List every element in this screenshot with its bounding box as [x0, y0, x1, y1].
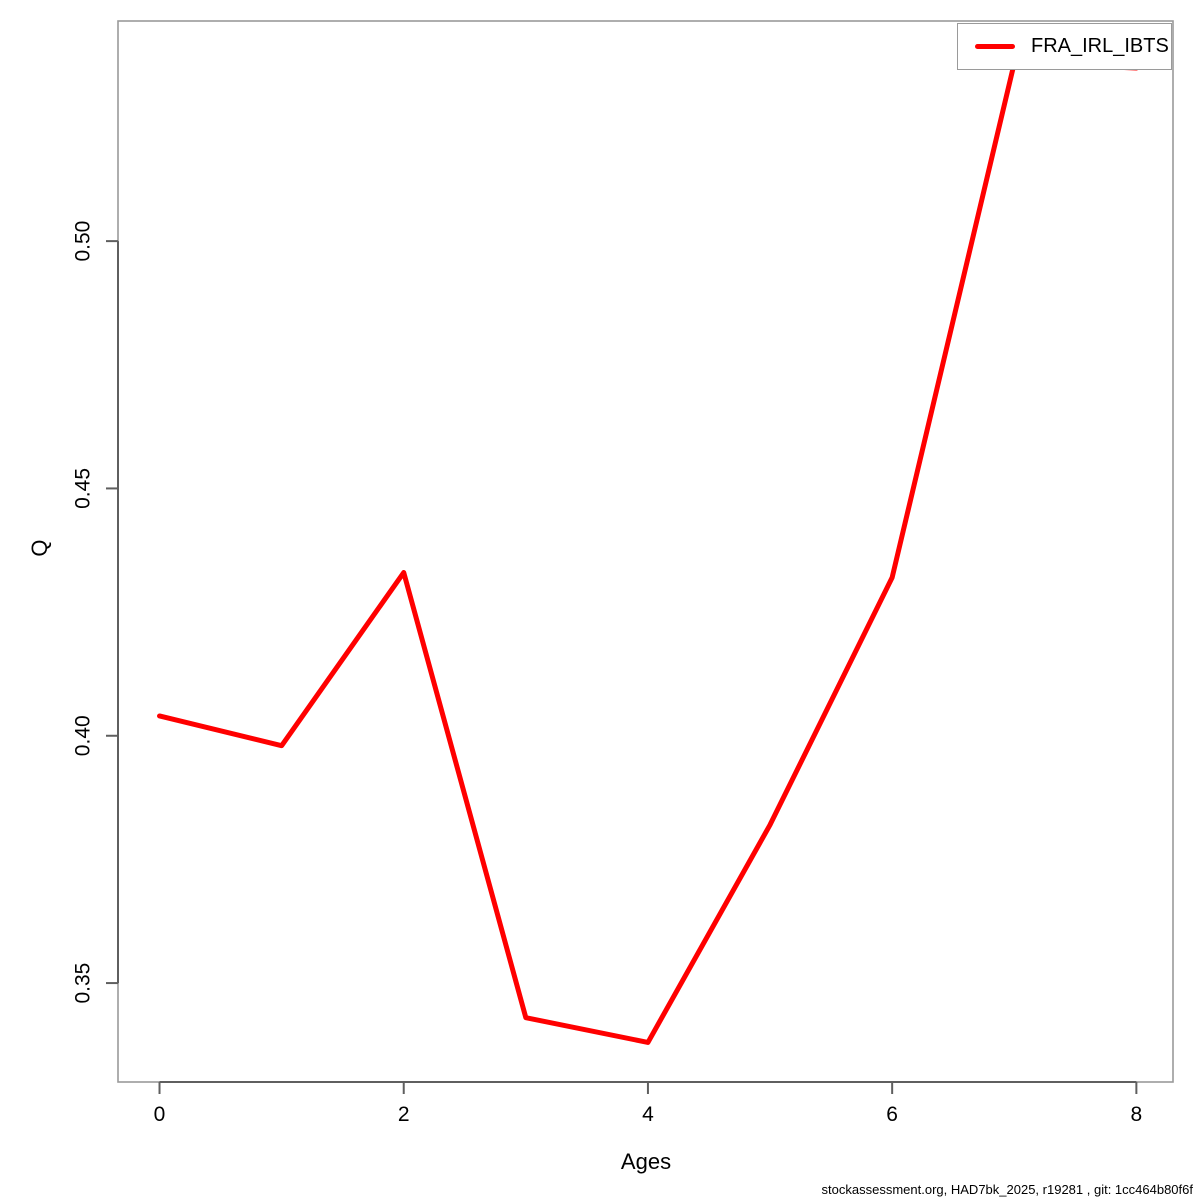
plot-box [117, 20, 1174, 1083]
x-axis-title: Ages [620, 1149, 672, 1174]
x-tick-label: 6 [886, 1103, 898, 1126]
x-tick-label: 8 [1131, 1103, 1143, 1126]
y-tick-label: 0.40 [72, 715, 95, 756]
y-tick-label: 0.35 [72, 963, 95, 1004]
x-tick-label: 4 [642, 1103, 654, 1126]
y-tick-label: 0.50 [72, 221, 95, 262]
series-line-FRA_IRL_IBTS [157, 60, 1139, 1045]
y-tick-label: 0.45 [72, 468, 95, 509]
x-tick-label: 0 [154, 1103, 166, 1126]
footer-credit: stockassessment.org, HAD7bk_2025, r19281… [821, 1182, 1193, 1197]
y-axis-title: Q [27, 539, 52, 557]
x-tick-label: 2 [398, 1103, 410, 1126]
legend-series-label: FRA_IRL_IBTS [1031, 35, 1169, 57]
legend: FRA_IRL_IBTS [957, 23, 1172, 70]
legend-line-sample [975, 44, 1015, 49]
